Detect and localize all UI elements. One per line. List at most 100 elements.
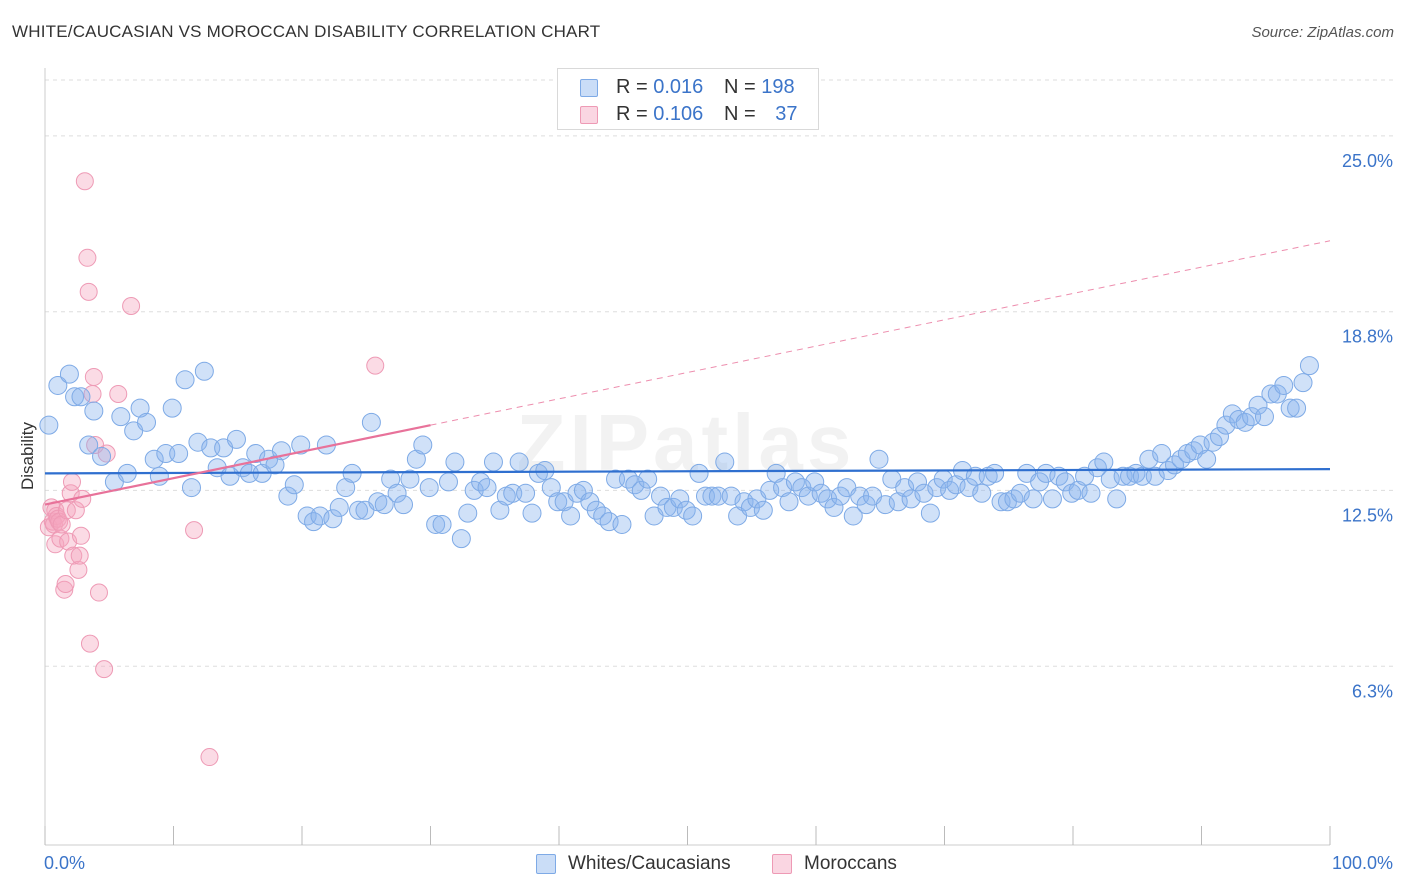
white-caucasian-point bbox=[959, 478, 979, 498]
white-caucasian-point bbox=[48, 375, 68, 395]
white-caucasian-point bbox=[84, 401, 104, 421]
white-caucasian-point bbox=[79, 435, 99, 455]
x-tick-label: 0.0% bbox=[44, 853, 85, 873]
white-caucasian-point bbox=[766, 463, 786, 483]
white-caucasian-point bbox=[130, 398, 150, 418]
white-caucasian-point bbox=[541, 478, 561, 498]
white-caucasian-point bbox=[651, 486, 671, 506]
white-caucasian-point bbox=[535, 461, 555, 481]
white-caucasian-point bbox=[914, 483, 934, 503]
moroccan-point bbox=[69, 560, 88, 579]
white-caucasian-point bbox=[490, 500, 510, 520]
white-caucasian-point bbox=[869, 449, 889, 469]
moroccan-point bbox=[75, 172, 94, 191]
white-caucasian-point bbox=[413, 435, 433, 455]
legend-swatch-blue bbox=[536, 854, 556, 874]
white-caucasian-point bbox=[374, 495, 394, 515]
white-caucasian-point bbox=[985, 463, 1005, 483]
white-caucasian-point bbox=[908, 472, 928, 492]
white-caucasian-point bbox=[432, 514, 452, 534]
legend-item-moroccans[interactable]: Moroccans bbox=[772, 851, 897, 877]
source-label: Source: ZipAtlas.com bbox=[1251, 24, 1394, 41]
white-caucasian-point bbox=[265, 455, 285, 475]
white-caucasian-point bbox=[438, 472, 458, 492]
white-caucasian-point bbox=[1190, 435, 1210, 455]
x-tick-label: 100.0% bbox=[1332, 853, 1393, 873]
white-caucasian-point bbox=[1023, 489, 1043, 509]
white-caucasian-point bbox=[895, 478, 915, 498]
white-caucasian-point bbox=[1010, 483, 1030, 503]
white-caucasian-point bbox=[1042, 489, 1062, 509]
moroccan-point bbox=[62, 472, 81, 491]
white-caucasian-point bbox=[162, 398, 182, 418]
white-caucasian-point bbox=[137, 412, 157, 432]
legend-swatch-pink bbox=[772, 854, 792, 874]
white-caucasian-point bbox=[715, 452, 735, 472]
white-caucasian-point bbox=[284, 475, 304, 495]
moroccans-points bbox=[39, 172, 385, 767]
white-caucasian-point bbox=[991, 492, 1011, 512]
gridlines bbox=[45, 79, 1395, 667]
white-caucasian-point bbox=[516, 483, 536, 503]
white-caucasian-point bbox=[798, 486, 818, 506]
white-caucasian-point bbox=[458, 503, 478, 523]
white-caucasian-point bbox=[246, 444, 266, 464]
white-caucasian-point bbox=[721, 486, 741, 506]
watermark: ZIPatlas bbox=[517, 398, 856, 487]
white-caucasian-point bbox=[381, 469, 401, 489]
white-caucasian-point bbox=[1107, 489, 1127, 509]
moroccan-point bbox=[185, 521, 204, 540]
white-caucasian-point bbox=[329, 497, 349, 517]
white-caucasian-point bbox=[394, 495, 414, 515]
white-caucasian-point bbox=[226, 429, 246, 449]
white-caucasian-point bbox=[1209, 427, 1229, 447]
n-stat: N = 198 bbox=[724, 75, 795, 98]
white-caucasian-point bbox=[1299, 356, 1319, 376]
legend-item-whites[interactable]: Whites/Caucasians bbox=[536, 851, 731, 877]
white-caucasian-point bbox=[1254, 407, 1274, 427]
white-caucasian-point bbox=[760, 480, 780, 500]
moroccan-point bbox=[66, 501, 85, 520]
white-caucasian-point bbox=[39, 415, 59, 435]
white-caucasian-point bbox=[400, 469, 420, 489]
white-caucasian-point bbox=[612, 514, 632, 534]
white-caucasian-point bbox=[561, 506, 581, 526]
white-caucasian-point bbox=[310, 506, 330, 526]
white-caucasian-point bbox=[1068, 480, 1088, 500]
white-caucasian-point bbox=[1081, 483, 1101, 503]
white-caucasian-point bbox=[1216, 415, 1236, 435]
trend-line-moroccans-extrapolated bbox=[430, 240, 1331, 426]
white-caucasian-point bbox=[1152, 444, 1172, 464]
white-caucasian-point bbox=[1197, 449, 1217, 469]
moroccan-point bbox=[84, 367, 103, 386]
white-caucasian-point bbox=[406, 449, 426, 469]
y-axis-label: Disability bbox=[18, 421, 37, 490]
white-caucasian-point bbox=[426, 514, 446, 534]
white-caucasian-point bbox=[773, 478, 793, 498]
white-caucasian-point bbox=[689, 463, 709, 483]
white-caucasian-point bbox=[483, 452, 503, 472]
white-caucasian-point bbox=[843, 506, 863, 526]
moroccan-point bbox=[70, 546, 89, 565]
trend-line-whites bbox=[44, 468, 1331, 475]
white-caucasian-point bbox=[188, 432, 208, 452]
trend-line-moroccans bbox=[44, 424, 431, 506]
white-caucasian-point bbox=[901, 489, 921, 509]
white-caucasian-point bbox=[169, 444, 189, 464]
moroccan-point bbox=[366, 356, 385, 375]
white-caucasian-point bbox=[805, 472, 825, 492]
y-tick-label: 25.0% bbox=[1342, 151, 1393, 171]
white-caucasian-point bbox=[323, 509, 343, 529]
white-caucasian-point bbox=[1145, 466, 1165, 486]
white-caucasian-point bbox=[387, 483, 407, 503]
white-caucasian-point bbox=[92, 446, 112, 466]
white-caucasian-point bbox=[336, 478, 356, 498]
moroccan-point bbox=[52, 515, 71, 534]
legend-label: Whites/Caucasians bbox=[568, 853, 731, 874]
moroccan-point bbox=[109, 384, 128, 403]
moroccan-point bbox=[78, 248, 97, 267]
white-caucasian-point bbox=[702, 486, 722, 506]
stats-legend: R = 0.016 N = 198 R = 0.106 N = 37 bbox=[557, 68, 819, 130]
legend-swatch-pink bbox=[580, 106, 598, 124]
